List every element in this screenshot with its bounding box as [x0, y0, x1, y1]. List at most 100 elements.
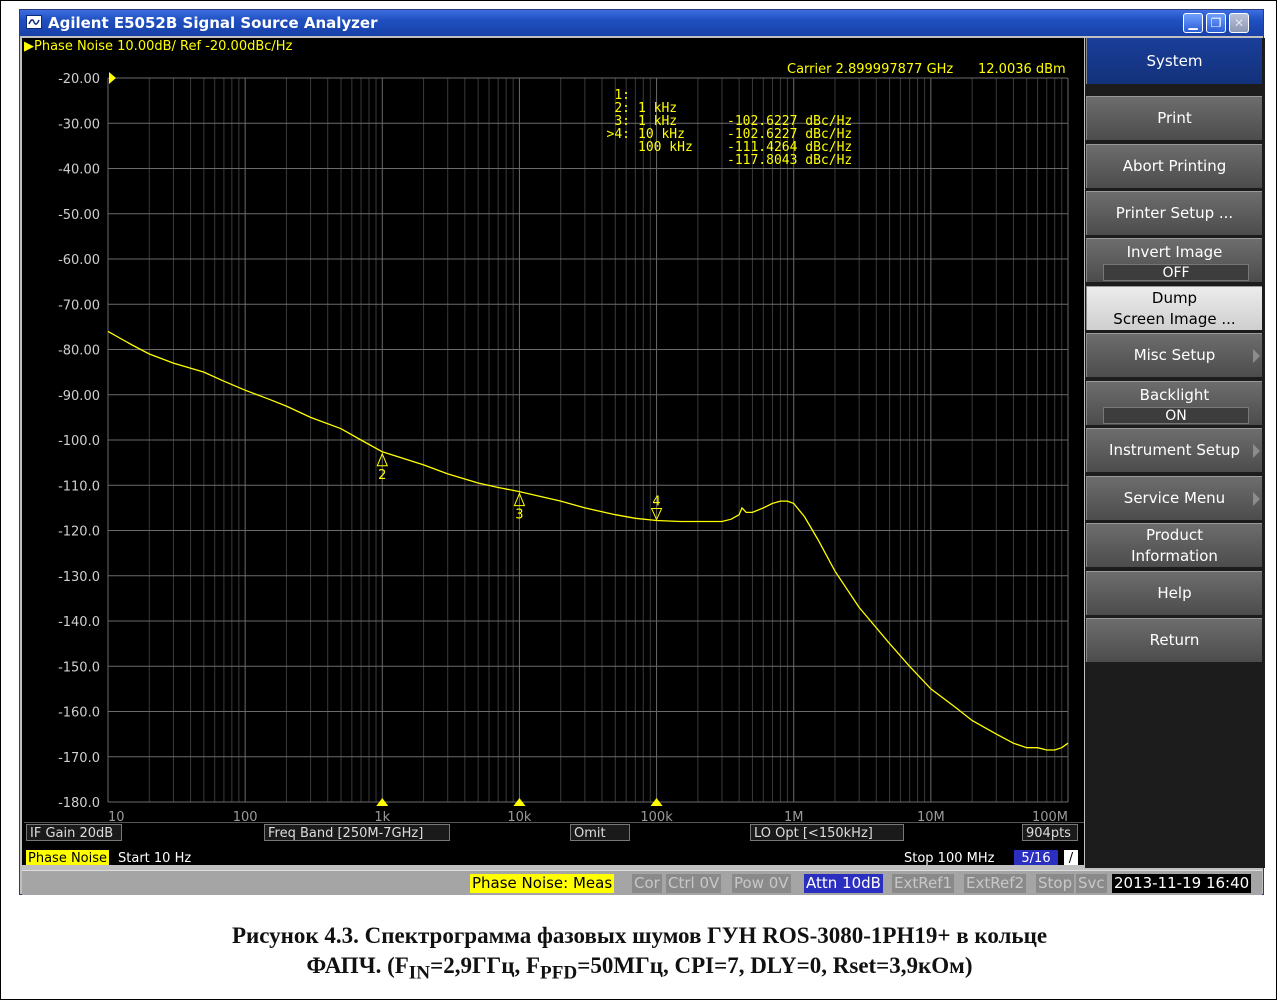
reference-level-arrow [109, 72, 116, 84]
x-tick-label: 10M [917, 810, 945, 825]
marker-index: 2: [614, 101, 630, 116]
softkey-label: Return [1149, 631, 1200, 649]
caption-line-1: Рисунок 4.3. Спектрограмма фазовых шумов… [231, 923, 1048, 948]
x-tick-label: 10 [108, 810, 125, 825]
marker-index: >4: [606, 127, 630, 142]
softkey-abort-printing[interactable]: Abort Printing [1086, 144, 1262, 188]
marker-label: 3 [515, 508, 523, 523]
status-attn: Attn 10dB [804, 874, 883, 893]
x-tick-label: 10k [507, 810, 532, 825]
softkey-instrument-setup[interactable]: Instrument Setup [1086, 428, 1262, 472]
softkey-service-menu[interactable]: Service Menu [1086, 476, 1262, 520]
y-tick-label: -150.0 [58, 660, 100, 675]
measurement-info-bar: IF Gain 20dB Freq Band [250M-7GHz] Omit … [24, 822, 1084, 843]
marker-index: 1: [614, 88, 630, 103]
x-tick-label: 100 [233, 810, 258, 825]
start-frequency[interactable]: Start 10 Hz [118, 851, 192, 865]
marker-label: 4 [652, 495, 660, 510]
softkey-backlight[interactable]: Backlight ON [1086, 381, 1262, 425]
y-tick-label: -180.0 [58, 796, 100, 811]
freq-band-label[interactable]: Freq Band [250M-7GHz] [264, 824, 450, 841]
y-tick-label: -90.00 [58, 389, 100, 404]
phase-noise-trace [107, 330, 1069, 751]
minimize-icon[interactable]: ▁ [1183, 13, 1203, 33]
y-tick-label: -110.0 [58, 479, 100, 494]
marker-value: -117.8043 dBc/Hz [727, 153, 853, 168]
softkey-misc-setup[interactable]: Misc Setup [1086, 333, 1262, 377]
softkey-label: Product [1146, 526, 1203, 544]
submenu-arrow-icon [1253, 492, 1260, 506]
marker-label: 2 [378, 468, 386, 483]
backlight-value: ON [1103, 407, 1249, 424]
caption-subscript: IN [408, 962, 431, 984]
caption-subscript: PFD [540, 962, 578, 984]
softkey-print[interactable]: Print [1086, 96, 1262, 140]
status-extref2: ExtRef2 [964, 874, 1027, 893]
phase-noise-plot[interactable]: -20.00 -30.00 -40.00 -50.00 -60.00 -70.00 -80.… [22, 38, 1084, 865]
y-tick-label: -140.0 [58, 615, 100, 630]
softkey-product-information[interactable]: Product Information [1086, 523, 1262, 567]
restore-icon[interactable]: ❐ [1206, 13, 1226, 33]
measurement-name[interactable]: Phase Noise [26, 850, 110, 865]
trace-counter: 5/16 [1014, 850, 1058, 865]
title-bar[interactable]: Agilent E5052B Signal Source Analyzer ▁ … [20, 10, 1263, 36]
marker-axis-indicator [376, 798, 389, 806]
y-tick-label: -160.0 [58, 706, 100, 721]
if-gain-label[interactable]: IF Gain 20dB [26, 824, 122, 841]
y-tick-label: -130.0 [58, 570, 100, 585]
status-ctrl: Ctrl 0V [666, 874, 722, 893]
trace-indicator: / [1064, 850, 1078, 865]
lo-opt-label[interactable]: LO Opt [<150kHz] [750, 824, 904, 841]
softkey-return[interactable]: Return [1086, 618, 1262, 662]
marker-row: >4: 100 kHz -117.8043 dBc/Hz [22, 115, 853, 180]
close-icon[interactable]: ✕ [1229, 13, 1249, 33]
softkey-panel: System Print Abort Printing Printer Setu… [1085, 38, 1265, 868]
softkey-label: System [1146, 52, 1203, 70]
status-cor: Cor [632, 874, 662, 893]
softkey-label: Backlight [1139, 386, 1210, 404]
stop-frequency[interactable]: Stop 100 MHz [904, 851, 995, 865]
softkey-label: Printer Setup ... [1115, 204, 1234, 222]
app-icon [26, 15, 42, 29]
softkey-help[interactable]: Help [1086, 571, 1262, 615]
status-extref1: ExtRef1 [892, 874, 955, 893]
y-tick-label: -20.00 [58, 72, 100, 87]
softkey-label: Dump [1151, 289, 1198, 307]
status-svc: Svc [1076, 874, 1107, 893]
submenu-arrow-icon [1253, 349, 1260, 363]
marker-row: 2: 1 kHz -102.6227 dBc/Hz [22, 89, 852, 154]
softkey-label: Instrument Setup [1109, 441, 1240, 459]
softkey-label: Invert Image [1126, 243, 1223, 261]
y-tick-label: -170.0 [58, 751, 100, 766]
marker-value: -111.4264 dBc/Hz [727, 140, 853, 155]
marker-freq: 1 kHz [638, 114, 678, 129]
marker-value: -102.6227 dBc/Hz [727, 127, 853, 142]
softkey-printer-setup[interactable]: Printer Setup ... [1086, 191, 1262, 235]
x-tick-label: 1M [784, 810, 804, 825]
carrier-power-readout: 12.0036 dBm [978, 62, 1066, 77]
plot-svg: -20.00 -30.00 -40.00 -50.00 -60.00 -70.00 -80.… [58, 72, 1069, 825]
softkey-label: Service Menu [1123, 489, 1226, 507]
status-measurement: Phase Noise: Meas [470, 874, 615, 893]
marker-row: 1: 1 kHz -102.6227 dBc/Hz [22, 76, 852, 141]
y-tick-label: -80.00 [58, 344, 100, 359]
x-tick-label: 1k [374, 810, 390, 825]
trace-header: ▶Phase Noise 10.00dB/ Ref -20.00dBc/Hz [24, 39, 293, 54]
sweep-bar: Phase Noise Start 10 Hz Stop 100 MHz 5/1… [24, 848, 1084, 865]
marker-freq: 10 kHz [638, 127, 685, 142]
softkey-invert-image[interactable]: Invert Image OFF [1086, 238, 1262, 282]
omit-label[interactable]: Omit [570, 824, 630, 841]
marker-axis-indicator [513, 798, 526, 806]
y-tick-label: -40.00 [58, 163, 100, 178]
softkey-label: Abort Printing [1122, 157, 1227, 175]
points-label[interactable]: 904pts [1022, 824, 1078, 841]
carrier-readout: Carrier 2.899997877 GHz [787, 62, 954, 77]
softkey-label: Print [1157, 109, 1192, 127]
status-datetime: 2013-11-19 16:40 [1112, 874, 1252, 893]
softkey-dump-screen-image[interactable]: Dump Screen Image ... [1086, 286, 1262, 330]
softkey-system[interactable]: System [1086, 38, 1262, 84]
marker-index: 3: [614, 114, 630, 129]
figure-caption: Рисунок 4.3. Спектрограмма фазовых шумов… [1, 921, 1278, 989]
marker-freq: 100 kHz [638, 140, 693, 155]
